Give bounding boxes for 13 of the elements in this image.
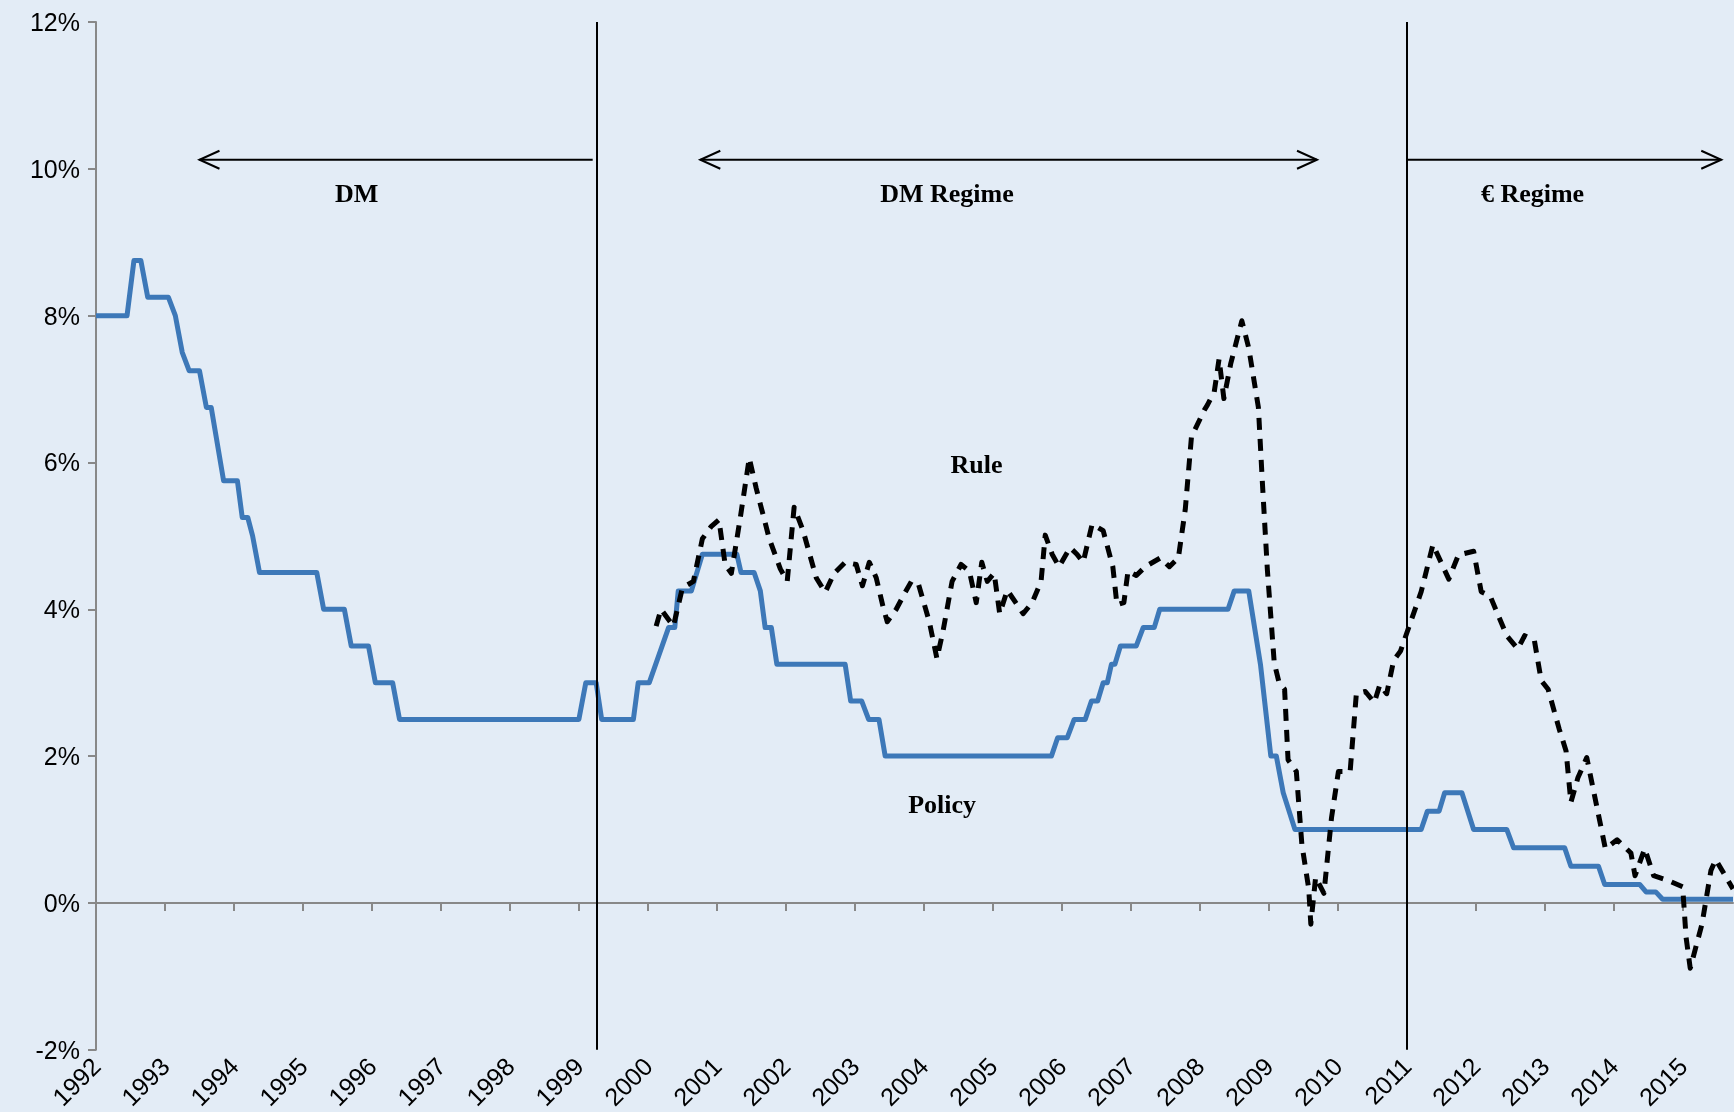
y-tick-label: 2% (43, 742, 80, 771)
y-tick-label: 6% (43, 448, 80, 477)
annotation: DM Regime (880, 178, 1014, 208)
y-tick-label: -2% (35, 1035, 80, 1064)
annotation: DM (335, 178, 379, 208)
y-tick-label: 10% (29, 154, 80, 183)
annotation: € Regime (1480, 178, 1585, 208)
text: Rule (950, 450, 1003, 480)
y-tick-label: 4% (43, 595, 80, 624)
series-label: Policy (908, 790, 977, 820)
y-tick-label: 0% (43, 888, 80, 917)
y-tick-label: 12% (29, 8, 80, 36)
y-tick-label: 8% (43, 301, 80, 330)
